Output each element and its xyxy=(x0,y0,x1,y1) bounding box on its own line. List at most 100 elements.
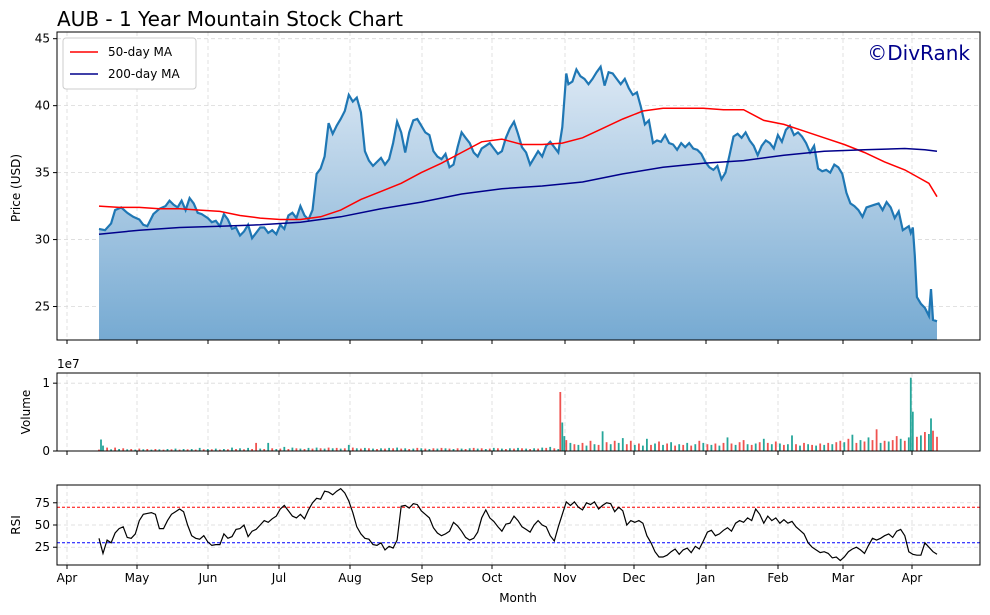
volume-bar xyxy=(327,447,330,451)
volume-bar xyxy=(758,442,761,451)
x-tick-label: Apr xyxy=(902,571,923,585)
volume-bar xyxy=(472,447,475,451)
volume-bar xyxy=(299,448,302,451)
price-panel: 25 30 35 40 45 Price (USD) ©DivRank 50-day M… xyxy=(9,31,981,344)
volume-bar xyxy=(557,449,560,451)
volume-bar xyxy=(617,442,620,451)
volume-bar xyxy=(811,444,813,451)
volume-bar xyxy=(795,444,797,451)
volume-bar xyxy=(589,440,592,451)
volume-bar xyxy=(871,440,874,451)
volume-bar xyxy=(899,438,902,451)
volume-bar xyxy=(275,449,278,451)
volume-bar xyxy=(698,440,701,451)
volume-bar xyxy=(650,444,652,451)
volume-bar xyxy=(714,443,717,451)
rsi-y-axis-label: RSI xyxy=(9,515,23,535)
rsi-line xyxy=(98,487,938,562)
volume-bar xyxy=(823,444,826,451)
volume-bar xyxy=(827,442,830,451)
volume-bar xyxy=(400,448,403,451)
volume-bar xyxy=(710,444,713,451)
volume-bar xyxy=(174,448,177,451)
x-tick-label: Jan xyxy=(696,571,716,585)
legend-label-ma50: 50-day MA xyxy=(108,45,173,59)
volume-bar xyxy=(497,448,499,451)
volume-bar xyxy=(909,377,912,451)
x-tick-label: Apr xyxy=(57,571,78,585)
volume-bar xyxy=(863,441,866,451)
volume-bar xyxy=(561,422,564,451)
volume-bar xyxy=(559,392,562,451)
volume-bar xyxy=(791,435,793,451)
volume-bar xyxy=(501,448,503,451)
volume-bar xyxy=(303,449,306,451)
volume-bar xyxy=(259,448,262,451)
volume-bar xyxy=(521,448,523,451)
volume-bar xyxy=(831,444,834,451)
volume-bar xyxy=(847,438,850,451)
volume-bar xyxy=(654,443,656,451)
legend-label-ma200: 200-day MA xyxy=(108,67,180,81)
volume-bar xyxy=(887,441,890,451)
volume-bar xyxy=(815,445,817,451)
volume-bar xyxy=(388,447,390,451)
volume-bar xyxy=(565,440,568,451)
volume-bar xyxy=(541,447,544,451)
volume-bar xyxy=(746,444,749,451)
volume-bar xyxy=(642,445,644,451)
volume-bar xyxy=(100,439,102,451)
x-tick-label: Aug xyxy=(338,571,361,585)
volume-bar xyxy=(774,441,777,451)
volume-bar xyxy=(762,438,765,451)
volume-exponent-label: 1e7 xyxy=(57,357,80,371)
rsi-panel: 25 50 75 Apr May Jun Jul Aug Sep Oct Nov Dec Jan Feb… xyxy=(9,484,981,585)
volume-bar xyxy=(702,442,705,451)
volume-bar xyxy=(319,448,322,451)
price-y-axis-label: Price (USD) xyxy=(9,154,23,222)
volume-bar xyxy=(138,448,141,451)
volume-bar xyxy=(563,436,566,451)
volume-bar xyxy=(331,448,334,451)
volume-bar xyxy=(243,449,245,451)
volume-bar xyxy=(343,448,346,451)
volume-bar xyxy=(416,447,419,451)
volume-bar xyxy=(448,448,451,451)
volume-bar xyxy=(783,444,785,451)
volume-panel-frame xyxy=(56,372,981,452)
watermark: ©DivRank xyxy=(867,41,970,65)
volume-bar xyxy=(154,449,157,451)
volume-bar xyxy=(585,445,588,451)
volume-bar xyxy=(754,443,757,451)
y-tick-label: 35 xyxy=(35,166,50,180)
volume-bar xyxy=(146,449,149,451)
volume-bar xyxy=(130,449,133,451)
volume-bar xyxy=(364,447,366,451)
volume-bar xyxy=(178,449,181,451)
volume-bar xyxy=(194,449,197,451)
volume-bar xyxy=(428,449,431,451)
volume-bar xyxy=(360,448,362,451)
volume-bar xyxy=(295,448,298,451)
volume-bar xyxy=(247,447,249,451)
volume-bar xyxy=(214,448,217,451)
volume-bar xyxy=(674,445,676,451)
volume-bar xyxy=(738,442,741,451)
volume-bar xyxy=(734,444,737,451)
volume-bar xyxy=(916,436,918,451)
volume-bar xyxy=(867,437,870,451)
price-line xyxy=(98,64,938,323)
volume-bar xyxy=(412,448,415,451)
volume-bar xyxy=(513,448,515,451)
y-tick-label: 1 xyxy=(42,376,50,390)
volume-bar xyxy=(517,447,519,451)
x-tick-label: Oct xyxy=(482,571,503,585)
y-tick-label: 40 xyxy=(35,99,50,113)
volume-bar xyxy=(368,448,370,451)
ma200-line xyxy=(98,147,938,235)
volume-bar xyxy=(227,449,229,451)
y-tick-label: 30 xyxy=(35,233,50,247)
volume-bar xyxy=(646,438,648,451)
volume-bar xyxy=(98,449,100,451)
volume-bar xyxy=(460,448,463,451)
